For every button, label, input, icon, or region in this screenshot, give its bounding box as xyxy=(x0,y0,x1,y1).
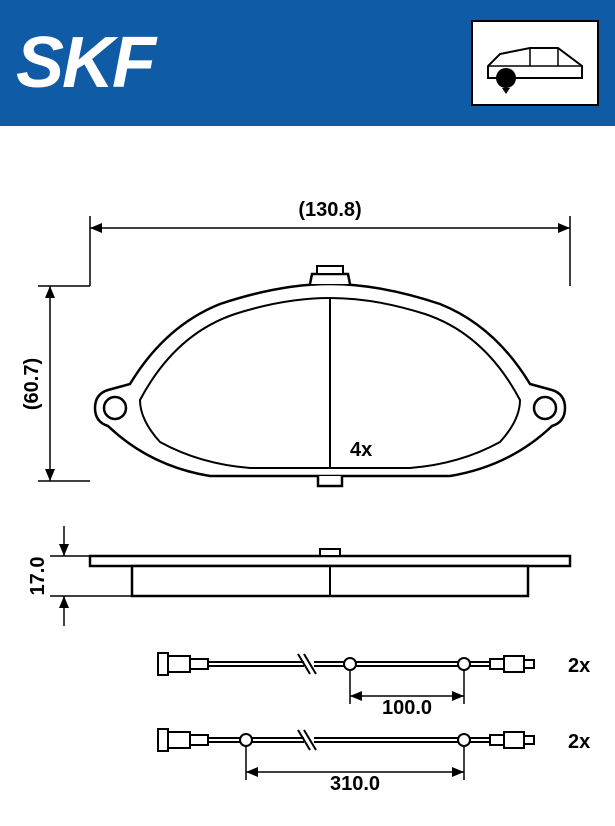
brake-pad-front-view: 4x xyxy=(95,266,565,486)
wear-sensor-short: 100.0 2x xyxy=(158,653,590,719)
sensor-long-qty: 2x xyxy=(568,731,590,753)
brand-logo: SKF xyxy=(16,22,154,104)
height-label: (60.7) xyxy=(21,358,43,410)
brake-pad-side-view: 17.0 xyxy=(27,526,570,626)
sensor-short-dim: 100.0 xyxy=(382,697,432,719)
thickness-label: 17.0 xyxy=(27,557,49,596)
width-label: (130.8) xyxy=(298,199,361,221)
height-dimension: (60.7) xyxy=(21,286,90,481)
header-bar: SKF xyxy=(0,0,615,126)
sensor-short-qty: 2x xyxy=(568,655,590,677)
sensor-long-dim: 310.0 xyxy=(330,773,380,795)
technical-drawing: (130.8) (60.7) xyxy=(0,126,615,826)
wear-sensor-long: 310.0 2x xyxy=(158,729,590,795)
pad-quantity-label: 4x xyxy=(350,439,372,461)
axle-position-icon xyxy=(471,20,599,106)
